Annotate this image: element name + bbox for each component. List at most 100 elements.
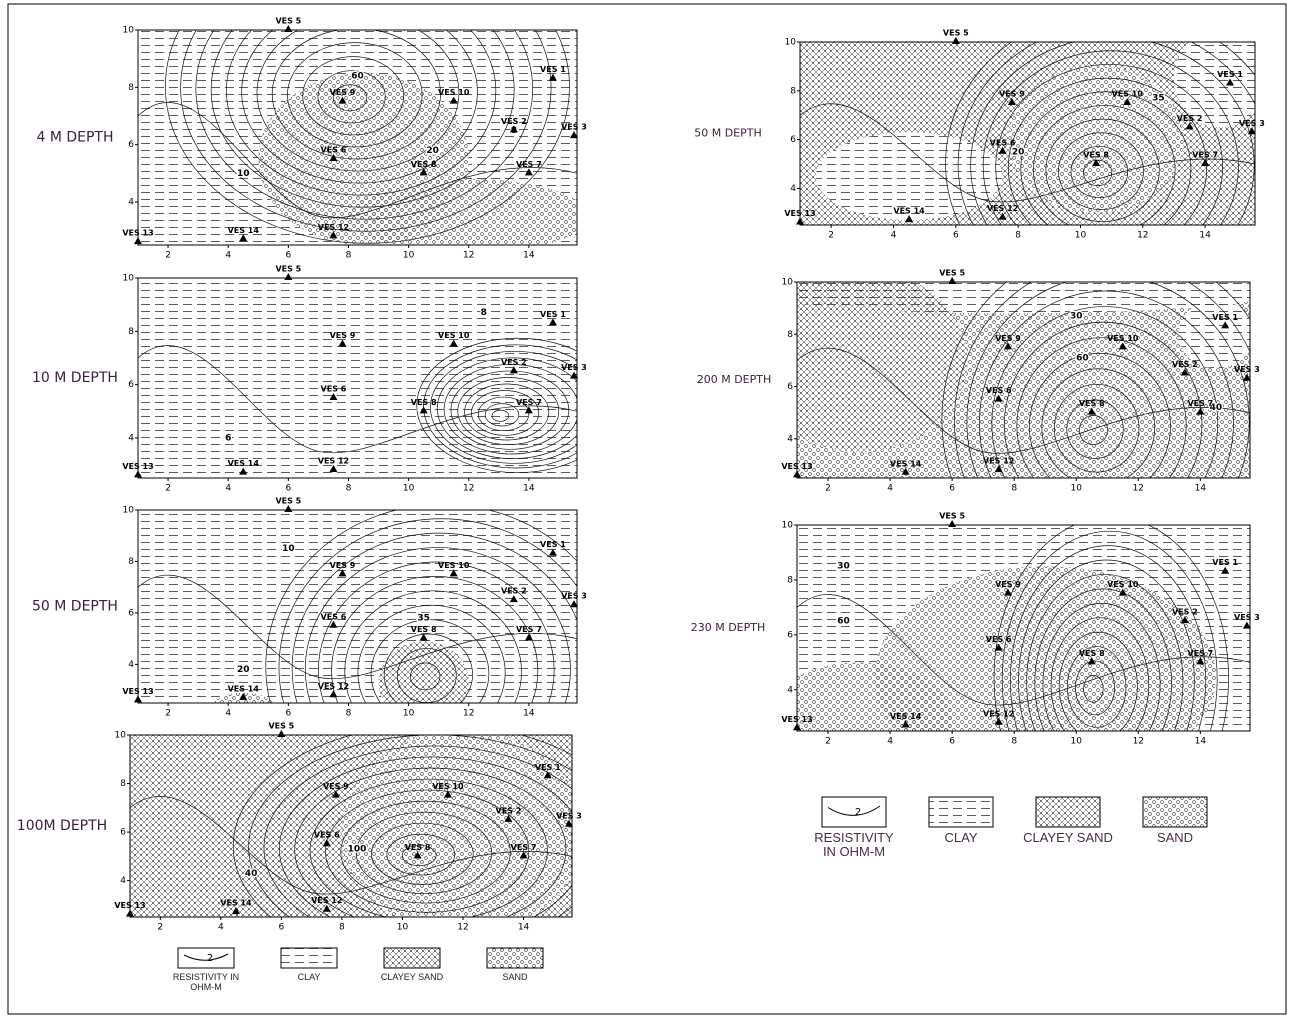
well-label: VES 5: [943, 29, 969, 38]
well-label: VES 2: [1172, 360, 1198, 369]
well-label: VES 12: [983, 709, 1014, 718]
well-label: VES 10: [432, 782, 464, 791]
well-label: VES 1: [1217, 70, 1243, 79]
y-tick-label: 4: [128, 198, 134, 208]
legend-swatch: [929, 797, 993, 827]
y-tick-label: 6: [790, 135, 796, 145]
x-tick-label: 8: [1011, 484, 1017, 494]
well-label: VES 2: [1177, 114, 1203, 123]
x-tick-label: 4: [887, 484, 893, 494]
well-label: VES 8: [411, 160, 437, 169]
y-tick-label: 4: [787, 434, 793, 444]
x-tick-label: 8: [1011, 737, 1017, 747]
contour-label: 100: [348, 845, 367, 855]
well-marker: [952, 37, 960, 44]
y-tick-label: 10: [123, 26, 135, 36]
x-tick-label: 2: [825, 737, 831, 747]
x-tick-label: 10: [1071, 737, 1083, 747]
well-label: VES 1: [540, 310, 566, 319]
well-marker: [948, 277, 956, 284]
well-label: VES 3: [556, 811, 582, 820]
well-label: VES 6: [986, 635, 1012, 644]
legend-label: CLAY: [916, 831, 1006, 845]
well-label: VES 5: [268, 722, 294, 731]
y-tick-label: 10: [115, 731, 127, 741]
contour-label: 8: [481, 308, 487, 318]
well-label: VES 9: [999, 90, 1025, 99]
well-label: VES 8: [1083, 151, 1109, 160]
x-tick-label: 12: [463, 484, 474, 494]
contour-label: 60: [837, 617, 850, 627]
legend-label: CLAY: [264, 972, 354, 982]
x-tick-label: 10: [1071, 484, 1083, 494]
depth-label: 10 M DEPTH: [32, 370, 118, 386]
legend-label: SAND: [470, 972, 560, 982]
well-label: VES 3: [1239, 119, 1265, 128]
x-tick-label: 12: [463, 709, 474, 719]
well-label: VES 14: [890, 712, 922, 721]
depth-label: 4 M DEPTH: [36, 130, 113, 146]
map-panel: [130, 724, 640, 969]
lithology-zone: [342, 730, 584, 934]
well-label: VES 9: [330, 88, 356, 97]
x-tick-label: 12: [1133, 484, 1144, 494]
lithology-zone: [1179, 300, 1253, 368]
x-tick-label: 6: [285, 709, 291, 719]
well-label: VES 3: [561, 123, 587, 132]
x-tick-label: 10: [403, 251, 415, 261]
x-tick-label: 12: [1133, 737, 1144, 747]
legend-label: RESISTIVITY IN OHM-M: [161, 972, 251, 992]
well-label: VES 7: [516, 160, 542, 169]
lithology-zone: [1009, 66, 1184, 212]
x-tick-label: 2: [165, 251, 171, 261]
contour-label: 35: [1152, 94, 1165, 104]
x-tick-label: 4: [891, 231, 897, 241]
y-tick-label: 4: [120, 876, 126, 886]
well-label: VES 6: [321, 612, 347, 621]
well-label: VES 1: [535, 763, 561, 772]
well-label: VES 5: [939, 512, 965, 521]
well-label: VES 3: [1234, 613, 1260, 622]
well-label: VES 13: [784, 209, 815, 218]
well-label: VES 1: [1212, 558, 1238, 567]
well-label: VES 2: [501, 587, 527, 596]
well-label: VES 9: [323, 782, 349, 791]
well-label: VES 7: [1187, 399, 1213, 408]
well-label: VES 12: [983, 457, 1014, 466]
well-label: VES 14: [228, 226, 260, 235]
x-tick-label: 14: [1195, 484, 1207, 494]
well-label: VES 12: [311, 896, 342, 905]
x-tick-label: 10: [403, 709, 415, 719]
x-tick-label: 8: [346, 709, 352, 719]
y-tick-label: 8: [120, 779, 126, 789]
x-tick-label: 14: [523, 709, 535, 719]
contour-label: 30: [837, 562, 850, 572]
y-tick-label: 10: [782, 521, 794, 531]
figure: 1020608246810121446810VES 5VES 3VES 1VES…: [0, 0, 1291, 1019]
y-tick-label: 10: [123, 506, 135, 516]
y-tick-label: 4: [128, 660, 134, 670]
y-tick-label: 6: [787, 630, 793, 640]
well-label: VES 12: [318, 223, 349, 232]
x-tick-label: 2: [825, 484, 831, 494]
x-tick-label: 14: [1195, 737, 1207, 747]
well-label: VES 13: [122, 229, 153, 238]
x-tick-label: 14: [523, 251, 535, 261]
well-label: VES 8: [405, 843, 431, 852]
well-label: VES 3: [1234, 365, 1260, 374]
maps: 1020608246810121446810VES 5VES 3VES 1VES…: [0, 0, 1291, 1019]
y-tick-label: 10: [785, 38, 797, 48]
x-tick-label: 2: [157, 923, 163, 933]
y-tick-label: 8: [787, 330, 793, 340]
x-tick-label: 6: [953, 231, 959, 241]
lithology-base: [138, 278, 577, 478]
x-tick-label: 10: [1075, 231, 1087, 241]
well-marker: [284, 273, 292, 280]
well-label: VES 14: [228, 459, 260, 468]
well-label: VES 5: [275, 17, 301, 26]
contour-label: 6: [225, 434, 231, 444]
well-label: VES 13: [122, 687, 153, 696]
x-tick-label: 6: [279, 923, 285, 933]
legend-swatch: [281, 948, 337, 968]
well-label: VES 13: [114, 901, 145, 910]
